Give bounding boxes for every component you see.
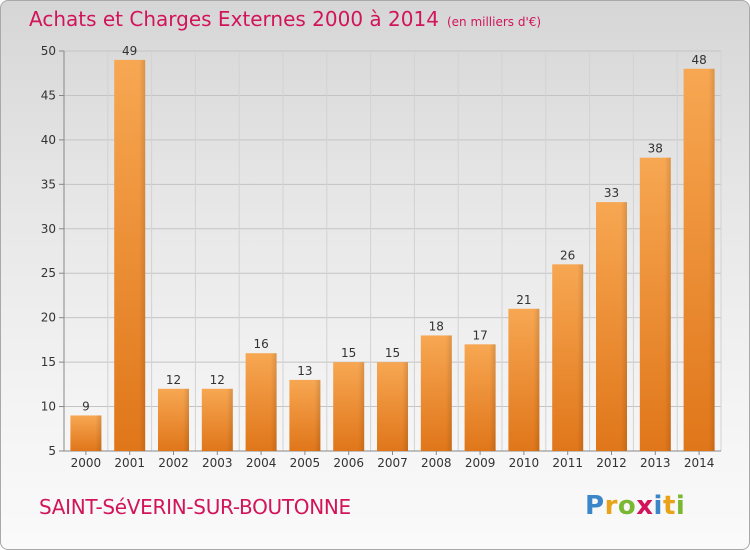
- bar: [683, 68, 715, 452]
- y-tick-label: 45: [41, 88, 56, 102]
- bar: [289, 379, 321, 451]
- bars: [70, 59, 715, 452]
- bar-shade: [489, 344, 496, 451]
- x-tick-label: 2004: [246, 456, 277, 470]
- data-labels: 9 49 12 12 16 13 15 15 18 17 21 26 33 38 48: [82, 44, 707, 414]
- bar: [70, 415, 102, 451]
- x-tick-label: 2012: [596, 456, 627, 470]
- proxiti-logo: Proxiti: [585, 491, 685, 521]
- data-label: 15: [341, 346, 356, 360]
- y-tick-label: 30: [41, 222, 56, 236]
- bar: [377, 362, 408, 451]
- logo-letter: i: [653, 491, 663, 521]
- x-tick-label: 2000: [71, 456, 102, 470]
- x-tick-label: 2003: [202, 456, 233, 470]
- x-tick-label: 2006: [333, 456, 364, 470]
- data-label: 38: [648, 142, 663, 156]
- y-tick-label: 15: [41, 355, 56, 369]
- bar-shade: [314, 379, 321, 451]
- x-tick-label: 2002: [158, 456, 189, 470]
- bar-shade: [358, 362, 365, 451]
- x-tick-label: 2014: [684, 456, 715, 470]
- bar: [639, 157, 671, 451]
- data-label: 12: [210, 373, 225, 387]
- x-tick-label: 2007: [377, 456, 408, 470]
- y-tick-label: 50: [41, 44, 56, 58]
- bar: [114, 59, 146, 452]
- data-label: 26: [560, 248, 575, 262]
- data-label: 17: [472, 328, 487, 342]
- y-tick-label: 25: [41, 266, 56, 280]
- x-tick-label: 2009: [465, 456, 496, 470]
- y-tick-label: 20: [41, 311, 56, 325]
- data-label: 18: [429, 319, 444, 333]
- y-tick-label: 10: [41, 400, 56, 414]
- data-label: 16: [253, 337, 268, 351]
- bar-shade: [95, 415, 102, 451]
- bar-shade: [183, 388, 189, 451]
- bar: [245, 353, 277, 451]
- y-tick-label: 5: [48, 444, 56, 458]
- bar-shade: [226, 388, 233, 451]
- chart-title: Achats et Charges Externes 2000 à 2014 (e…: [29, 7, 541, 31]
- data-label: 33: [604, 186, 619, 200]
- data-label: 48: [691, 53, 706, 67]
- x-tick-label: 2010: [509, 456, 540, 470]
- y-tick-labels: 5 10 15 20 25 30 35 40 45 50: [41, 44, 56, 458]
- x-tick-label: 2011: [552, 456, 583, 470]
- logo-letter: r: [604, 491, 618, 521]
- logo-letter: i: [675, 491, 686, 521]
- x-tick-label: 2001: [114, 456, 145, 470]
- bar-shade: [621, 202, 627, 451]
- y-tick-label: 35: [41, 177, 56, 191]
- bar: [552, 264, 584, 451]
- logo-letter: x: [636, 491, 654, 521]
- data-label: 15: [385, 346, 400, 360]
- data-label: 49: [122, 44, 137, 58]
- bar: [464, 344, 496, 451]
- bar-shade: [533, 308, 540, 451]
- chart-unit: (en milliers d'€): [446, 15, 542, 29]
- bar: [201, 388, 233, 451]
- y-tick-label: 40: [41, 133, 56, 147]
- bar-shade: [445, 335, 452, 451]
- chart-title-text: Achats et Charges Externes 2000 à 2014: [29, 7, 439, 31]
- bar-shade: [139, 59, 146, 452]
- bar: [596, 202, 627, 451]
- data-label: 21: [516, 293, 531, 307]
- x-tick-label: 2005: [290, 456, 321, 470]
- bar-shade: [708, 68, 715, 452]
- logo-letter: o: [617, 491, 637, 521]
- bar-shade: [270, 353, 277, 451]
- bar: [333, 362, 365, 451]
- data-label: 9: [82, 399, 90, 413]
- x-tick-label: 2008: [421, 456, 452, 470]
- bar-shade: [577, 264, 584, 451]
- commune-name: SAINT-SéVERIN-SUR-BOUTONNE: [39, 495, 351, 519]
- bar: [158, 388, 189, 451]
- x-tick-label: 2013: [640, 456, 671, 470]
- bar: [508, 308, 540, 451]
- bar-shade: [664, 157, 671, 451]
- bar-shade: [402, 362, 408, 451]
- data-label: 12: [166, 373, 181, 387]
- logo-letter: t: [662, 491, 676, 521]
- logo-letter: P: [585, 491, 605, 521]
- bar: [420, 335, 452, 451]
- data-label: 13: [297, 364, 312, 378]
- x-tick-labels: 2000 2001 2002 2003 2004 2005 2006 2007 2008 2009…: [71, 456, 715, 470]
